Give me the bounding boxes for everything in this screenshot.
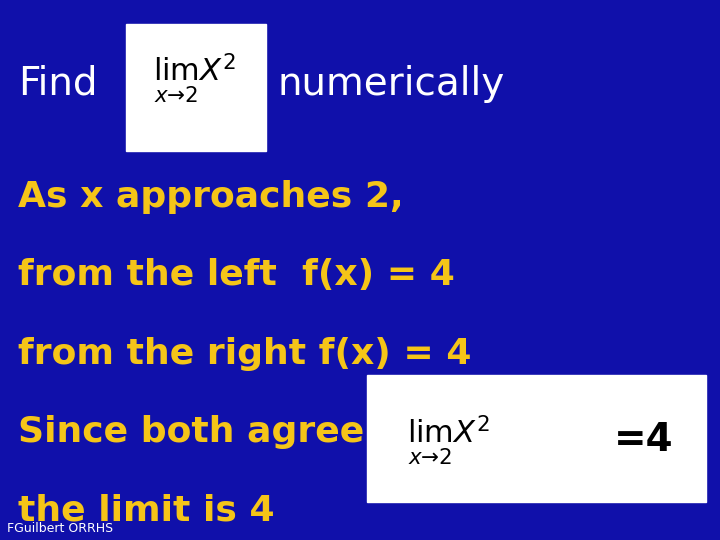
Text: from the right f(x) = 4: from the right f(x) = 4 bbox=[18, 337, 472, 370]
Text: As x approaches 2,: As x approaches 2, bbox=[18, 180, 404, 214]
Text: the limit is 4: the limit is 4 bbox=[18, 494, 274, 527]
FancyBboxPatch shape bbox=[367, 375, 706, 502]
Text: $\lim_{x\to 2} X^2$: $\lim_{x\to 2} X^2$ bbox=[153, 51, 236, 105]
Text: numerically: numerically bbox=[277, 65, 505, 103]
FancyBboxPatch shape bbox=[126, 24, 266, 151]
Text: =4: =4 bbox=[613, 421, 673, 459]
Text: from the left  f(x) = 4: from the left f(x) = 4 bbox=[18, 259, 455, 292]
Text: Find: Find bbox=[18, 65, 97, 103]
Text: $\lim_{x\to 2} X^2$: $\lim_{x\to 2} X^2$ bbox=[407, 413, 490, 467]
Text: Since both agree: Since both agree bbox=[18, 415, 364, 449]
Text: FGuilbert ORRHS: FGuilbert ORRHS bbox=[7, 522, 113, 535]
